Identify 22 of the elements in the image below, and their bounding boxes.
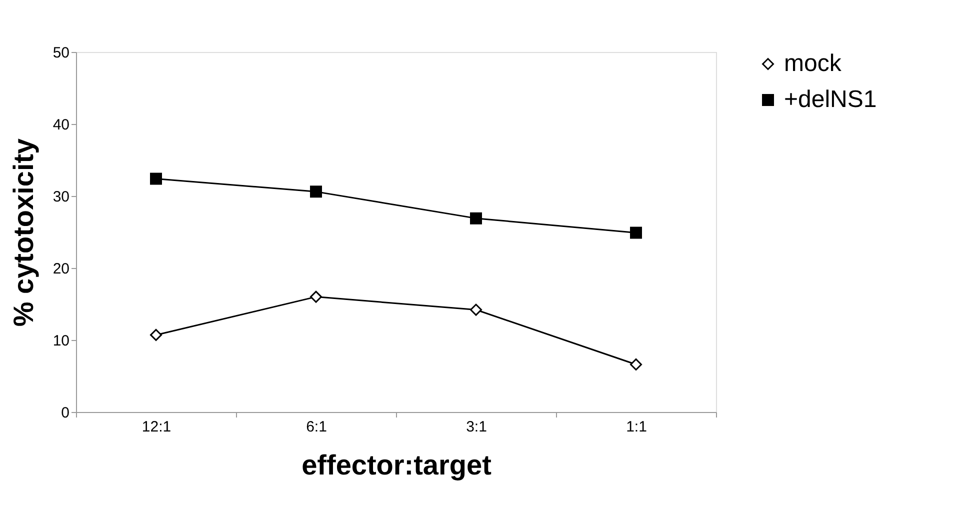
y-tick-label: 20 xyxy=(52,260,70,278)
x-axis-title: effector:target xyxy=(302,450,492,480)
y-tick-label: 50 xyxy=(52,44,70,62)
point xyxy=(310,290,322,303)
x-tick-label: 6:1 xyxy=(306,418,327,436)
y-tick-label: 40 xyxy=(52,116,70,134)
point xyxy=(150,328,162,341)
x-tick-label: 1:1 xyxy=(626,418,647,436)
point xyxy=(630,358,642,370)
y-axis-title: % cytotoxicity xyxy=(8,138,39,327)
x-tick-label: 3:1 xyxy=(466,418,487,436)
legend-label: mock xyxy=(784,50,842,77)
y-tick-label: 10 xyxy=(52,332,70,350)
point xyxy=(470,212,482,224)
x-tick-label: 12:1 xyxy=(142,418,172,436)
y-tick-label: 0 xyxy=(61,404,70,422)
point xyxy=(150,172,162,185)
point xyxy=(470,304,482,316)
y-tick-label: 30 xyxy=(52,188,70,206)
point xyxy=(630,226,642,239)
point xyxy=(310,186,322,198)
legend-label: +delNS1 xyxy=(784,86,877,113)
